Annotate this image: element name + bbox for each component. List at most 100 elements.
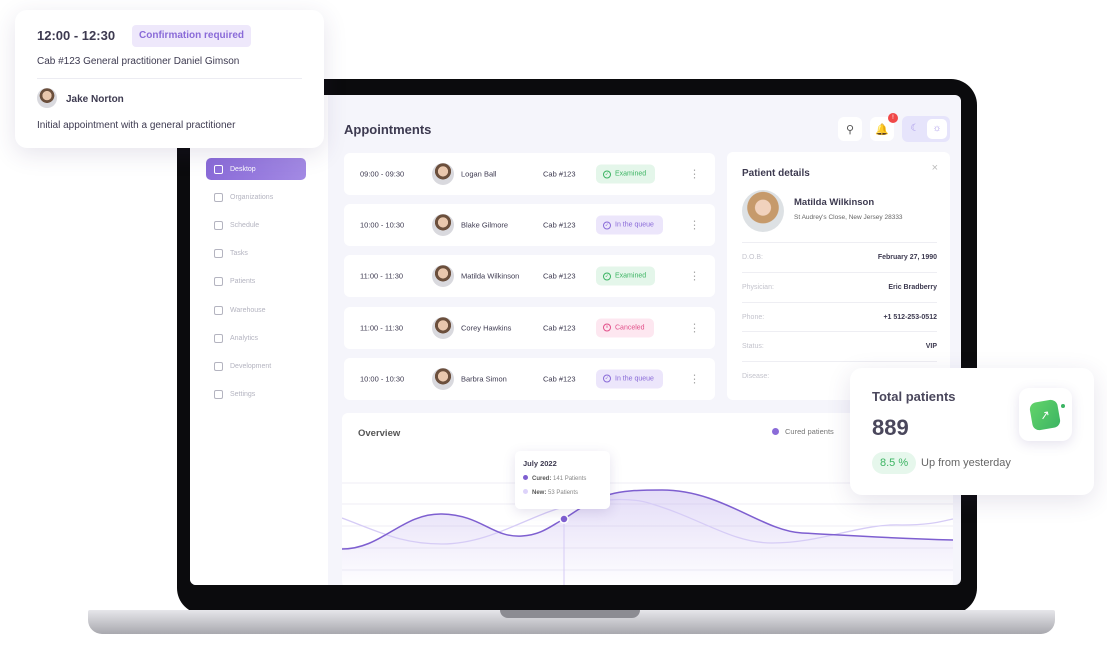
trend-up-icon: ↗ [1028, 398, 1062, 432]
sidebar-item-label: Patients [230, 278, 256, 286]
appointment-time: 10:00 - 10:30 [360, 374, 405, 384]
sidebar-item-desktop[interactable]: Desktop [206, 158, 306, 180]
new-dot [523, 489, 528, 494]
sidebar-item-label: Desktop [230, 165, 256, 173]
cabinet: Cab #123 [543, 220, 576, 230]
page-title: Appointments [344, 122, 432, 137]
sidebar-item-label: Development [230, 362, 272, 370]
sidebar-item-patients[interactable]: Patients [206, 271, 306, 293]
patient-name: Matilda Wilkinson [461, 271, 520, 281]
sidebar-item-label: Schedule [230, 221, 260, 229]
total-patients-value: 889 [872, 415, 909, 440]
sun-icon[interactable]: ☼ [927, 119, 947, 139]
detail-value: +1 512-253-0512 [883, 313, 937, 321]
appointment-time: 09:00 - 09:30 [360, 169, 405, 179]
patient-name: Jake Norton [66, 94, 124, 105]
appointment-row[interactable]: 09:00 - 09:30 Logan Ball Cab #123 ✓ Exami… [344, 153, 715, 195]
detail-value: February 27, 1990 [877, 254, 937, 261]
grid-icon [214, 164, 223, 174]
patient-name: Blake Gilmore [461, 220, 509, 230]
flag-icon [214, 192, 223, 202]
search-icon: ⚲ [845, 123, 855, 136]
laptop-notch [500, 610, 640, 618]
patient-name: Matilda Wilkinson [794, 197, 875, 208]
sidebar-item-tasks[interactable]: Tasks [206, 243, 306, 265]
patient-name: Logan Ball [461, 169, 497, 179]
sidebar-item-label: Analytics [230, 334, 259, 342]
patient-avatar [742, 190, 784, 232]
divider [37, 78, 302, 79]
more-options-icon[interactable]: ⋮ [689, 322, 700, 335]
tooltip-cured-label: Cured: [532, 476, 552, 482]
change-text: Up from yesterday [921, 457, 1011, 469]
patient-address: St Audrey's Close, New Jersey 28333 [794, 214, 903, 221]
more-options-icon[interactable]: ⋮ [689, 219, 700, 232]
chart-title: Overview [358, 428, 401, 439]
legend-dot [772, 428, 779, 435]
sidebar-item-development[interactable]: Development [206, 355, 306, 377]
appointment-description: Initial appointment with a general pract… [37, 120, 236, 131]
status-badge: ✓ In the queue [596, 215, 663, 235]
sidebar-item-label: Organizations [230, 193, 274, 201]
status-icon: ✓ [603, 221, 611, 230]
status-label: Canceled [615, 324, 645, 332]
avatar [432, 316, 454, 339]
appointment-cabinet: Cab #123 General practitioner Daniel Gim… [37, 56, 240, 67]
calendar-icon [214, 220, 223, 230]
avatar [432, 367, 454, 390]
search-button[interactable]: ⚲ [838, 117, 862, 141]
detail-row: Disease: [742, 361, 937, 391]
moon-icon[interactable]: ☾ [910, 123, 920, 134]
sidebar-item-settings[interactable]: Settings [206, 384, 306, 406]
more-options-icon[interactable]: ⋮ [689, 373, 700, 386]
status-label: Examined [615, 170, 647, 178]
bell-icon: 🔔 [875, 123, 889, 136]
sidebar-item-schedule[interactable]: Schedule [206, 214, 306, 236]
sidebar-item-analytics[interactable]: Analytics [206, 327, 306, 349]
status-icon: ✓ [603, 272, 611, 281]
appointment-time: 10:00 - 10:30 [360, 220, 405, 230]
appointment-row[interactable]: 11:00 - 11:30 Matilda Wilkinson Cab #123… [344, 255, 715, 298]
patient-name: Barbra Simon [461, 374, 507, 384]
panel-title: Patient details [742, 168, 810, 179]
trend-icon-tile: ↗ [1019, 388, 1072, 441]
cabinet: Cab #123 [543, 271, 576, 281]
cured-dot [523, 475, 528, 480]
patient-name: Corey Hawkins [461, 323, 512, 333]
cabinet: Cab #123 [543, 374, 576, 384]
more-options-icon[interactable]: ⋮ [689, 270, 700, 283]
avatar [37, 88, 57, 108]
appointment-row[interactable]: 11:00 - 11:30 Corey Hawkins Cab #123 × Ca… [344, 306, 715, 349]
detail-row: Physician: Eric Bradberry [742, 271, 937, 302]
appointment-row[interactable]: 10:00 - 10:30 Blake Gilmore Cab #123 ✓ In… [344, 204, 715, 247]
change-badge: 8.5 % [872, 452, 917, 474]
sidebar-item-organizations[interactable]: Organizations [206, 186, 306, 208]
tooltip-cured-value: 141 Patients [553, 476, 587, 482]
appointment-time: 11:00 - 11:30 [360, 323, 404, 333]
star-icon [214, 249, 223, 259]
close-icon[interactable]: × [931, 162, 938, 174]
sidebar-item-warehouse[interactable]: Warehouse [206, 299, 306, 321]
app-screen: Desktop Organizations Schedule Tasks Patient… [190, 95, 961, 585]
status-label: Examined [615, 272, 647, 280]
appointment-card[interactable]: 12:00 - 12:30 Confirmation required Cab … [15, 10, 324, 148]
appointment-time: 12:00 - 12:30 [37, 28, 116, 43]
status-badge: ✓ In the queue [596, 369, 663, 389]
status-icon: × [603, 323, 611, 332]
more-options-icon[interactable]: ⋮ [689, 168, 700, 181]
sidebar-item-label: Warehouse [230, 306, 266, 314]
total-patients-card: Total patients 889 8.5 % Up from yesterd… [850, 368, 1094, 495]
status-badge: ✓ Examined [596, 164, 656, 184]
tooltip-new-value: 53 Patients [548, 490, 579, 496]
cabinet: Cab #123 [543, 323, 576, 333]
theme-toggle[interactable]: ☾ ☼ [902, 116, 950, 142]
detail-row: D.O.B: February 27, 1990 [742, 242, 937, 272]
appointment-row[interactable]: 10:00 - 10:30 Barbra Simon Cab #123 ✓ In … [344, 357, 715, 400]
status-label: In the queue [615, 375, 654, 383]
notifications-button[interactable]: 🔔! [870, 113, 898, 141]
box-icon [214, 305, 223, 315]
patient-details-panel: Patient details × Matilda Wilkinson St A… [727, 152, 950, 400]
total-patients-title: Total patients [872, 389, 956, 404]
status-dot [1061, 404, 1065, 408]
detail-value: Eric Bradberry [888, 283, 937, 291]
